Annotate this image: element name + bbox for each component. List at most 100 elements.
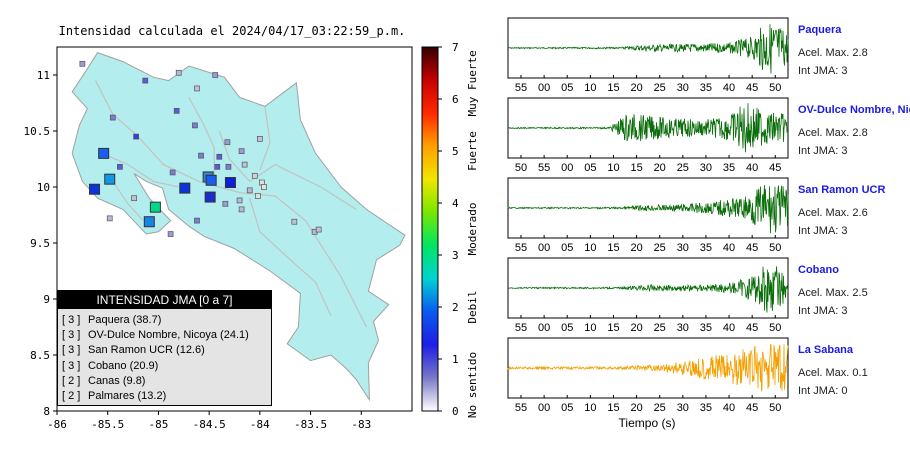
station-marker-small [194, 217, 200, 224]
x-tick-label: -83.5 [294, 418, 327, 431]
legend-item-name: Palmares (13.2) [88, 390, 167, 403]
waveform-panel-1: 50 55 00 05 10 15 20 25 30 35 40 45 OV-Dulce Nombre,… [507, 97, 910, 174]
station-markers [89, 147, 236, 228]
waveform-panel-2: 55 00 05 10 15 20 25 30 35 40 45 50 San Ramon UCR Ace… [507, 177, 885, 254]
colorbar-ticks: 0 1 2 3 4 5 6 7 [438, 41, 459, 418]
station-intensity: Int JMA: 0 [798, 385, 848, 397]
station-marker-small [212, 72, 219, 78]
station-marker-small [79, 60, 86, 67]
station-marker-small [167, 231, 174, 237]
station-marker-small [238, 148, 245, 155]
waveform-tick-label: 05 [561, 82, 573, 94]
waveform-tick-label: 55 [538, 162, 550, 174]
landmass-shape [71, 51, 406, 402]
waveform-tick-label: 40 [723, 402, 735, 414]
colorbar-category-label: Moderado [466, 203, 479, 256]
waveform-tick-label: 25 [654, 82, 666, 94]
road-line [249, 198, 332, 317]
station-marker-small [225, 163, 232, 170]
station-marker [224, 177, 236, 189]
waveform-tick-label: 10 [584, 242, 596, 254]
station-marker-small [257, 135, 263, 142]
x-tick-label: -83 [351, 418, 371, 431]
station-marker-small [222, 200, 229, 207]
legend-item-level: [ 3 ] [62, 314, 81, 326]
waveform-tick-label: 30 [677, 242, 689, 254]
waveform-tick-label: 55 [515, 82, 527, 94]
waveform-tick-label: 00 [538, 82, 550, 94]
waveform-tick-label: 05 [561, 322, 573, 334]
station-marker-small [198, 152, 204, 159]
waveform-tick-label: 40 [723, 322, 735, 334]
legend-item: [ 3 ] Cobano (20.9) [58, 359, 271, 374]
station-marker [204, 191, 216, 203]
waveform-tick-label: 05 [561, 242, 573, 254]
waveform-tick-label: 55 [515, 402, 527, 414]
waveform-tick-label: 25 [677, 162, 689, 174]
waveform-tick-label: 30 [677, 322, 689, 334]
station-intensity: Int JMA: 3 [798, 145, 848, 157]
station-marker [143, 216, 155, 228]
x-tick-label: -85.5 [91, 418, 124, 431]
road-line [188, 97, 215, 176]
station-intensity: Int JMA: 3 [798, 305, 848, 317]
x-tick-label: -84 [250, 418, 270, 431]
station-name: OV-Dulce Nombre, Nico [798, 104, 910, 116]
waveform-tick-label: 10 [607, 162, 619, 174]
station-name: Cobano [798, 264, 839, 276]
waveform-tick-label: 20 [630, 82, 642, 94]
y-tick-label: 10.5 [24, 125, 51, 138]
waveform-tick-label: 35 [700, 402, 712, 414]
legend-item: [ 2 ] Canas (9.8) [58, 374, 271, 389]
colorbar-category-label: Debil [466, 290, 479, 323]
station-marker [89, 183, 101, 195]
colorbar-tick-label: 0 [452, 405, 459, 418]
time-axis-label: Tiempo (s) [619, 416, 676, 430]
station-marker-small [194, 85, 200, 92]
legend-list: [ 3 ] Paquera (38.7) [ 3 ] OV-Dulce Nombre,… [58, 313, 271, 404]
legend-item-name: San Ramon UCR (12.6) [88, 344, 205, 357]
x-tick-label: -86 [47, 418, 67, 431]
waveform-tick-label: 30 [677, 402, 689, 414]
station-marker-small [109, 114, 116, 121]
waveform-tick-label: 35 [723, 162, 735, 174]
road-line [94, 80, 367, 328]
station-marker [104, 173, 116, 185]
waveform-tick-label: 25 [654, 402, 666, 414]
legend-item: [ 3 ] Paquera (38.7) [58, 313, 271, 328]
station-marker-small [175, 69, 182, 76]
waveform-tick-label: 20 [630, 402, 642, 414]
waveform-tick-label: 25 [654, 322, 666, 334]
waveform-tick-label: 05 [561, 402, 573, 414]
waveform-tick-label: 45 [769, 162, 781, 174]
legend-item-level: [ 3 ] [62, 344, 81, 357]
waveform-tick-label: 45 [746, 402, 758, 414]
station-marker [179, 182, 191, 194]
waveform-tick-label: 50 [769, 242, 781, 254]
colorbar-tick-label: 1 [452, 353, 459, 366]
waveform-tick-label: 15 [630, 162, 642, 174]
waveform-tick-label: 40 [723, 82, 735, 94]
waveform-tick-label: 00 [538, 242, 550, 254]
colorbar-categories: No sentido Debil Moderado Fuerte Muy Fuerte [466, 50, 479, 418]
longitude-ticks: -86 -85.5 -85 -84.5 -84 -83.5 -83 [47, 411, 371, 431]
latitude-ticks: 8 8.5 9 9.5 10 10.5 11 [24, 69, 57, 418]
y-tick-label: 8.5 [30, 349, 50, 362]
colorbar-tick-label: 5 [452, 145, 459, 158]
colorbar-gradient [421, 46, 439, 412]
station-marker-small [131, 195, 137, 202]
waveform-tick-label: 50 [769, 402, 781, 414]
waveform-tick-label: 55 [515, 242, 527, 254]
legend: INTENSIDAD JMA [0 a 7] [ 3 ] Paquera (38.… [57, 290, 272, 406]
waveform-tick-label: 00 [538, 322, 550, 334]
y-tick-label: 8 [43, 405, 50, 418]
waveform-tick-label: 55 [515, 322, 527, 334]
waveform-tick-label: 10 [584, 82, 596, 94]
station-intensity: Int JMA: 3 [798, 65, 848, 77]
colorbar-category-label: No sentido [466, 352, 479, 418]
colorbar-tick-label: 2 [452, 301, 459, 314]
waveform-tick-label: 20 [654, 162, 666, 174]
station-marker-small [133, 133, 139, 140]
station-marker-small [117, 163, 123, 170]
station-name: San Ramon UCR [798, 184, 885, 196]
